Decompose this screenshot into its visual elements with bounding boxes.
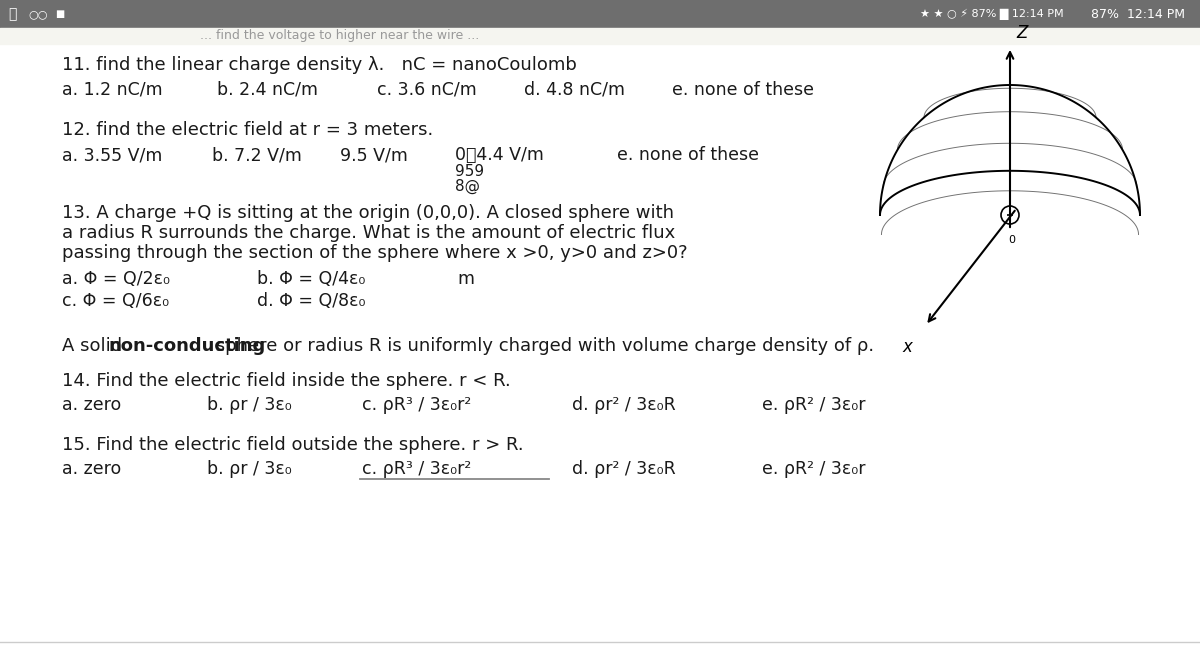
Text: b. ρr / 3ε₀: b. ρr / 3ε₀ (208, 396, 292, 414)
Text: b. Φ = Q/4ε₀: b. Φ = Q/4ε₀ (257, 270, 365, 288)
Text: b. 2.4 nC/m: b. 2.4 nC/m (217, 81, 318, 99)
Text: ○○: ○○ (28, 9, 48, 19)
Text: c. Φ = Q/6ε₀: c. Φ = Q/6ε₀ (62, 292, 169, 310)
Text: a. 1.2 nC/m: a. 1.2 nC/m (62, 81, 163, 99)
Text: a. 3.55 V/m: a. 3.55 V/m (62, 146, 162, 164)
Text: d. ρr² / 3ε₀R: d. ρr² / 3ε₀R (572, 460, 676, 478)
Text: a. zero: a. zero (62, 460, 121, 478)
Text: 959: 959 (455, 164, 484, 179)
Text: ■: ■ (55, 9, 65, 19)
Text: 8@: 8@ (455, 179, 480, 194)
Text: 15. Find the electric field outside the sphere. r > R.: 15. Find the electric field outside the … (62, 436, 523, 454)
Text: e. none of these: e. none of these (617, 146, 760, 164)
Text: 87%  12:14 PM: 87% 12:14 PM (1091, 8, 1186, 21)
Text: non-conducting: non-conducting (108, 337, 265, 355)
Text: 13. A charge +Q is sitting at the origin (0,0,0). A closed sphere with: 13. A charge +Q is sitting at the origin… (62, 204, 674, 222)
Text: sphere or radius R is uniformly charged with volume charge density of ρ.: sphere or radius R is uniformly charged … (210, 337, 874, 355)
Text: a. zero: a. zero (62, 396, 121, 414)
Text: a. Φ = Q/2ε₀: a. Φ = Q/2ε₀ (62, 270, 170, 288)
Text: 0: 0 (1008, 235, 1015, 245)
Text: a radius R surrounds the charge. What is the amount of electric flux: a radius R surrounds the charge. What is… (62, 224, 676, 242)
Text: b. 7.2 V/m: b. 7.2 V/m (212, 146, 302, 164)
Text: b. ρr / 3ε₀: b. ρr / 3ε₀ (208, 460, 292, 478)
Text: m: m (457, 270, 474, 288)
Text: 9.5 V/m: 9.5 V/m (340, 146, 408, 164)
Text: d. ρr² / 3ε₀R: d. ρr² / 3ε₀R (572, 396, 676, 414)
Text: e. ρR² / 3ε₀r: e. ρR² / 3ε₀r (762, 460, 865, 478)
Text: e. none of these: e. none of these (672, 81, 814, 99)
Text: c. ρR³ / 3ε₀r²: c. ρR³ / 3ε₀r² (362, 396, 472, 414)
Text: 14. Find the electric field inside the sphere. r < R.: 14. Find the electric field inside the s… (62, 372, 511, 390)
Text: e. ρR² / 3ε₀r: e. ρR² / 3ε₀r (762, 396, 865, 414)
Text: A solid: A solid (62, 337, 128, 355)
Text: c. ρR³ / 3ε₀r²: c. ρR³ / 3ε₀r² (362, 460, 472, 478)
Text: d. Φ = Q/8ε₀: d. Φ = Q/8ε₀ (257, 292, 366, 310)
Text: x: x (902, 337, 912, 356)
Text: c. 3.6 nC/m: c. 3.6 nC/m (377, 81, 476, 99)
Text: 12. find the electric field at r = 3 meters.: 12. find the electric field at r = 3 met… (62, 121, 433, 139)
Text: Z: Z (1016, 24, 1027, 42)
Text: d. 4.8 nC/m: d. 4.8 nC/m (524, 81, 625, 99)
Text: ⎙: ⎙ (8, 7, 17, 21)
Text: ★ ★ ○ ⚡ 87% █ 12:14 PM: ★ ★ ○ ⚡ 87% █ 12:14 PM (920, 8, 1063, 19)
Text: ... find the voltage to higher near the wire ...: ... find the voltage to higher near the … (200, 29, 479, 42)
Text: 11. find the linear charge density λ.   nC = nanoCoulomb: 11. find the linear charge density λ. nC… (62, 56, 577, 74)
Text: passing through the section of the sphere where x >0, y>0 and z>0?: passing through the section of the spher… (62, 244, 688, 262)
Text: 0܁4.4 V/m: 0܁4.4 V/m (455, 146, 544, 164)
